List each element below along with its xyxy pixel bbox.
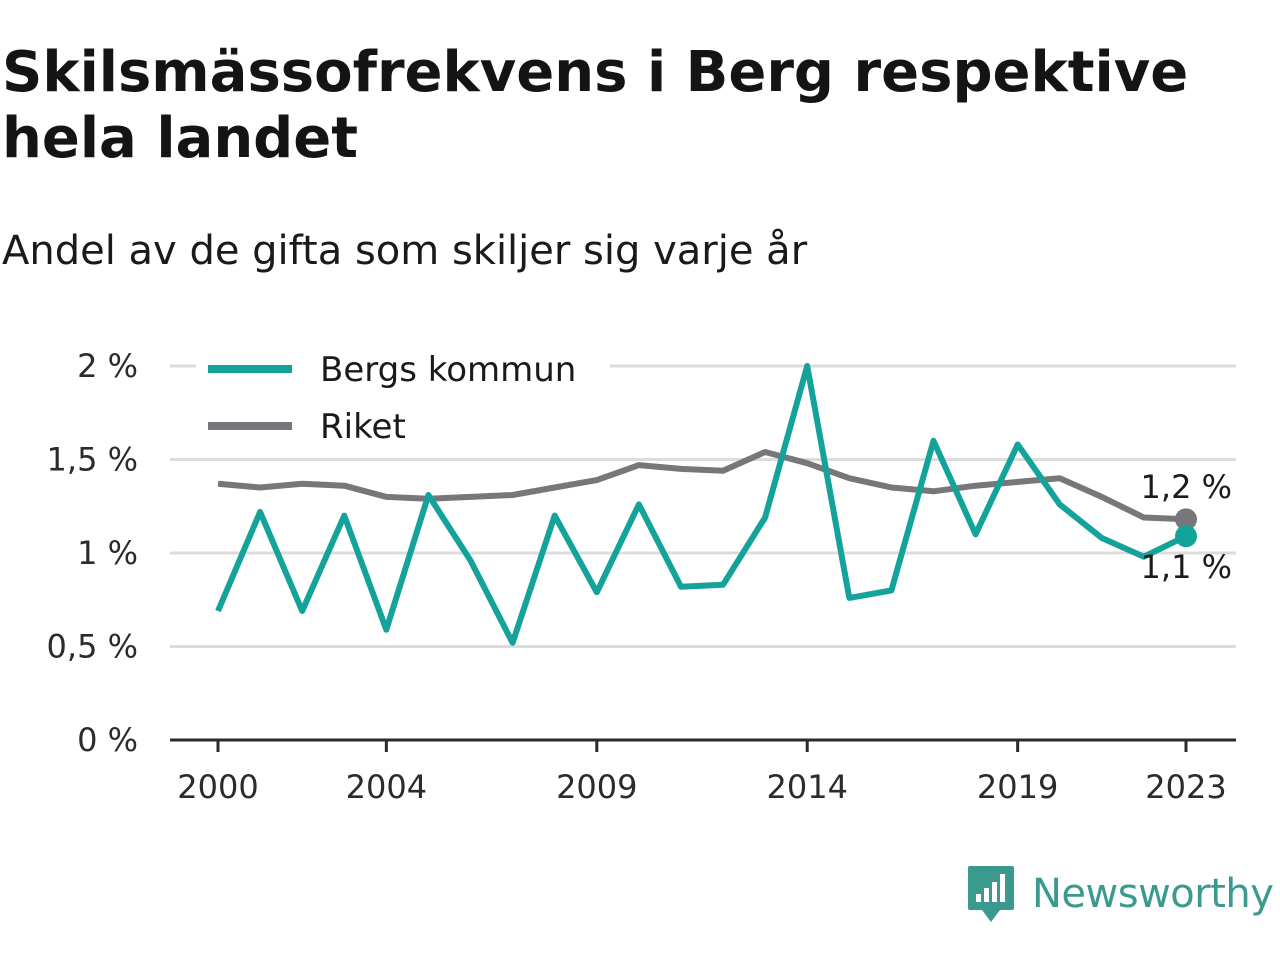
chart-subtitle: Andel av de gifta som skiljer sig varje … [2,228,808,274]
x-tick-label: 2004 [346,768,427,806]
series-line [215,363,1188,646]
y-tick-label: 2 % [77,347,138,385]
brand-name: Newsworthy [1032,871,1274,917]
y-axis: 0 % 0,5 % 1 % 1,5 % 2 % [47,347,138,759]
x-tick-label: 2019 [977,768,1058,806]
series-end-point [1175,525,1197,548]
x-tick-label: 2014 [766,768,847,806]
x-axis: 2000 2004 2009 2014 2019 2023 [170,738,1236,806]
chart-title: Skilsmässofrekvens i Berg respektive hel… [2,40,1189,171]
x-tick-label: 2023 [1145,768,1226,806]
y-tick-label: 0 % [77,721,138,759]
y-tick-label: 1,5 % [47,441,138,479]
series-line [217,449,1187,523]
legend-label: Riket [320,407,406,447]
x-tick-label: 2000 [177,768,258,806]
legend-label: Bergs kommun [320,350,576,390]
y-tick-label: 0,5 % [47,628,138,666]
end-label-riket: 1,2 % [1141,468,1232,506]
line-chart: 0 % 0,5 % 1 % 1,5 % 2 % 2000 2004 2009 2014 2019… [46,340,1236,806]
x-tick-label: 2009 [556,768,637,806]
series-lines [215,363,1197,646]
legend: Bergs kommun Riket [196,340,610,452]
legend-background [196,340,610,452]
series-end-point [1175,508,1197,531]
brand: Newsworthy [966,864,1274,924]
newsworthy-logo-icon [968,866,1014,922]
end-label-berg: 1,1 % [1141,548,1232,586]
y-tick-label: 1 % [77,534,138,572]
end-labels: 1,2 % 1,1 % [1141,468,1232,586]
